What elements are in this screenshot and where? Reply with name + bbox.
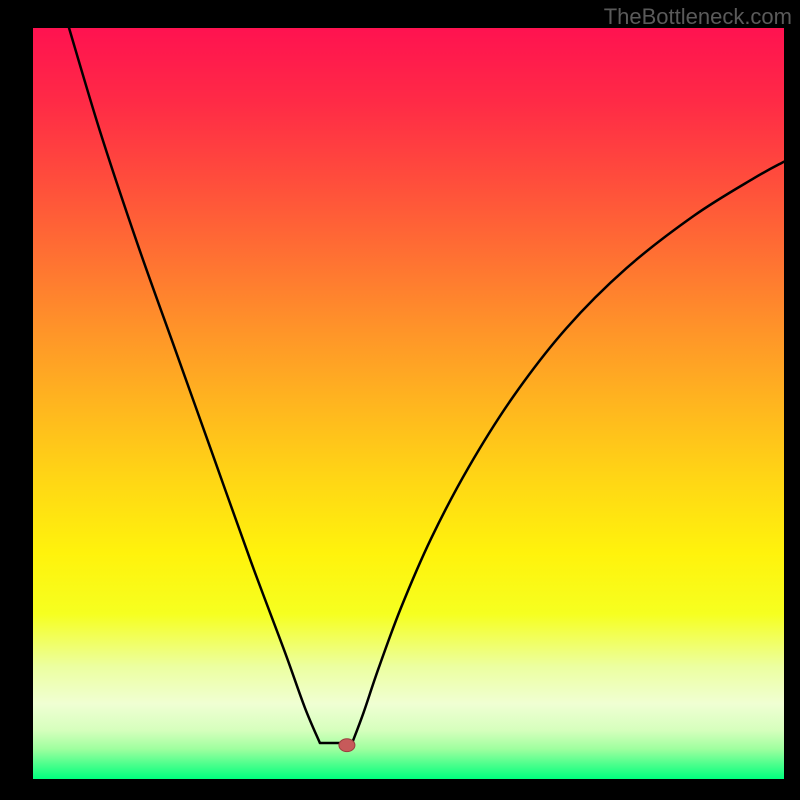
- gradient-fill: [33, 28, 784, 779]
- chart-container: TheBottleneck.com: [0, 0, 800, 800]
- watermark-text: TheBottleneck.com: [604, 4, 792, 30]
- gradient-background: [33, 28, 784, 779]
- plot-area: [33, 28, 784, 779]
